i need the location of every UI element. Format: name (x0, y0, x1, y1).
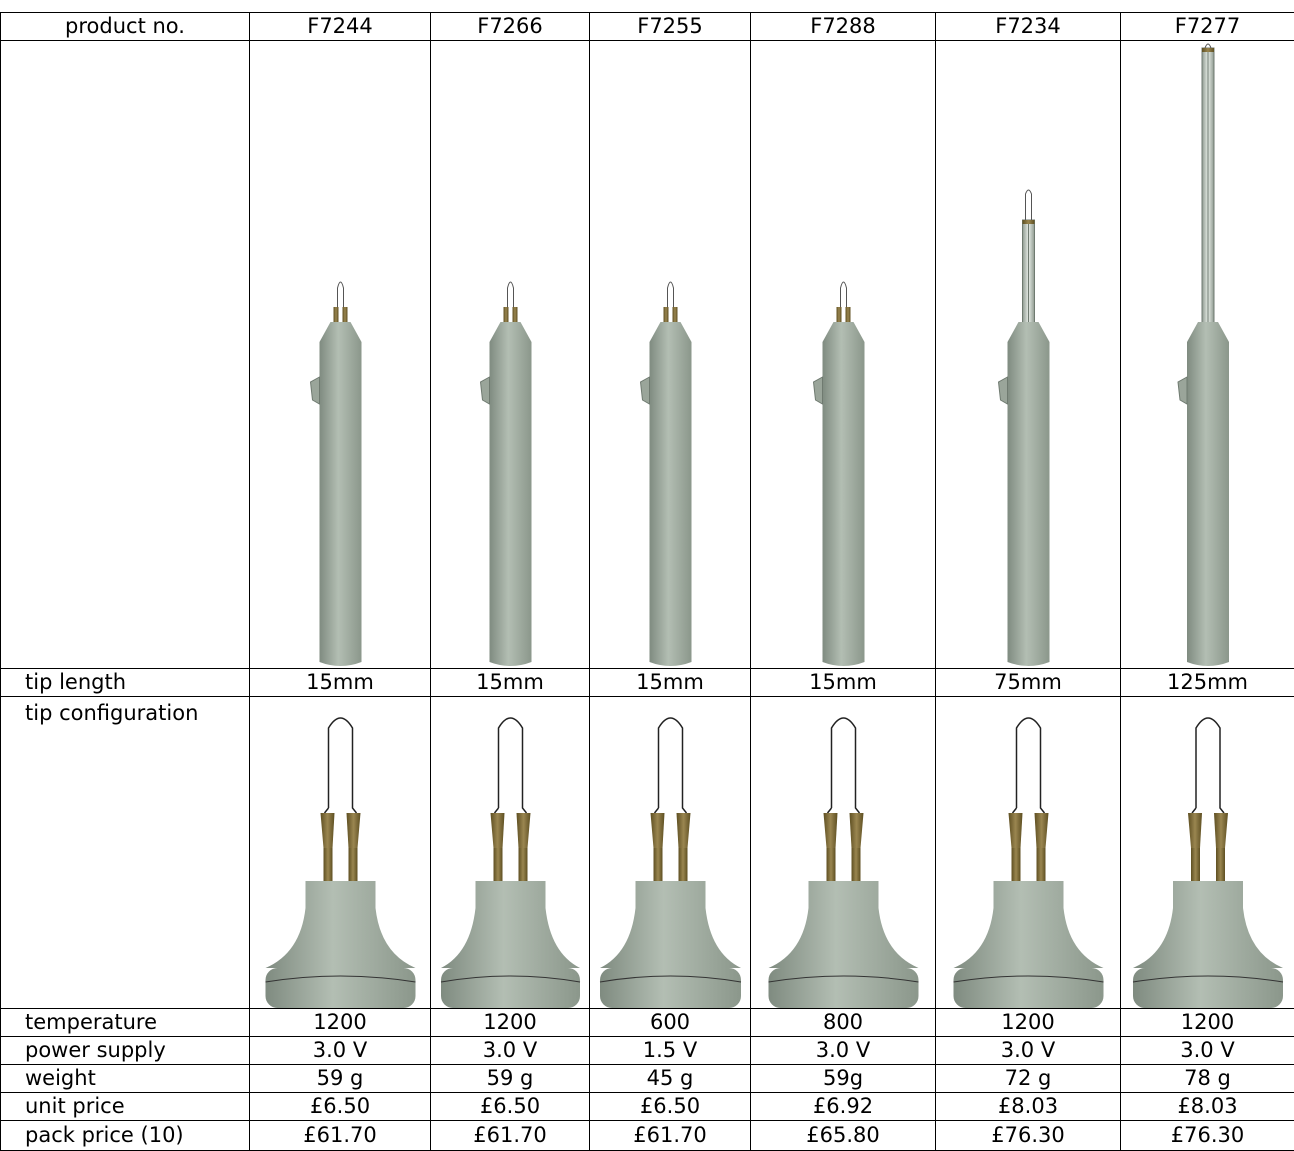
tip-image (250, 698, 431, 1008)
spec-row: pack price (10)£61.70£61.70£61.70£65.80£… (1, 1121, 1294, 1151)
image-cell (250, 41, 431, 669)
row-label: power supply (1, 1037, 250, 1065)
cell: 75mm (936, 669, 1121, 697)
cell: £61.70 (250, 1121, 431, 1151)
cell: £8.03 (1121, 1093, 1294, 1121)
cell: £6.92 (751, 1093, 936, 1121)
cell: 15mm (431, 669, 590, 697)
cell: 3.0 V (250, 1037, 431, 1065)
cell: £76.30 (1121, 1121, 1294, 1151)
cell: 15mm (751, 669, 936, 697)
cell: £8.03 (936, 1093, 1121, 1121)
row-label: temperature (1, 1009, 250, 1037)
spec-row: unit price£6.50£6.50£6.50£6.92£8.03£8.03 (1, 1093, 1294, 1121)
tip-image (751, 698, 936, 1008)
cell: 1200 (250, 1009, 431, 1037)
pen-image (250, 42, 431, 668)
pen-image (936, 42, 1121, 668)
pen-image (1121, 42, 1294, 668)
image-cell (936, 41, 1121, 669)
cell: 3.0 V (751, 1037, 936, 1065)
header-cell: F7288 (751, 13, 936, 41)
image-cell (1121, 41, 1294, 669)
tip-image-cell (431, 697, 590, 1009)
cell: 1200 (431, 1009, 590, 1037)
tip-image-cell (250, 697, 431, 1009)
cell: 59g (751, 1065, 936, 1093)
tip-configuration-row: tip configuration (1, 697, 1294, 1009)
cell: 3.0 V (1121, 1037, 1294, 1065)
cell: 15mm (590, 669, 751, 697)
cell: 59 g (431, 1065, 590, 1093)
tip-image (1121, 698, 1294, 1008)
row-label: tip configuration (1, 697, 250, 1009)
row-label: weight (1, 1065, 250, 1093)
row-label: tip length (1, 669, 250, 697)
header-cell: F7234 (936, 13, 1121, 41)
pen-image (431, 42, 590, 668)
cell: 1200 (936, 1009, 1121, 1037)
header-cell: F7255 (590, 13, 751, 41)
tip-image-cell (751, 697, 936, 1009)
header-cell: F7244 (250, 13, 431, 41)
cell: £61.70 (590, 1121, 751, 1151)
tip-image (936, 698, 1121, 1008)
cell: £65.80 (751, 1121, 936, 1151)
cell: 59 g (250, 1065, 431, 1093)
cell: £6.50 (250, 1093, 431, 1121)
cell: £6.50 (590, 1093, 751, 1121)
cell: 3.0 V (431, 1037, 590, 1065)
cell: 72 g (936, 1065, 1121, 1093)
tip-image (590, 698, 751, 1008)
row-label: unit price (1, 1093, 250, 1121)
image-cell (431, 41, 590, 669)
empty-cell (1, 41, 250, 669)
cell: 800 (751, 1009, 936, 1037)
header-label: product no. (1, 13, 250, 41)
cell: £61.70 (431, 1121, 590, 1151)
cell: 3.0 V (936, 1037, 1121, 1065)
pen-image (751, 42, 936, 668)
tip-image-cell (936, 697, 1121, 1009)
image-cell (590, 41, 751, 669)
row-label: pack price (10) (1, 1121, 250, 1151)
image-cell (751, 41, 936, 669)
tip-image-cell (590, 697, 751, 1009)
cell: 125mm (1121, 669, 1294, 697)
tip-image-cell (1121, 697, 1294, 1009)
cell: £76.30 (936, 1121, 1121, 1151)
cell: 1.5 V (590, 1037, 751, 1065)
tip-image (431, 698, 590, 1008)
cell: 78 g (1121, 1065, 1294, 1093)
header-cell: F7277 (1121, 13, 1294, 41)
cell: 1200 (1121, 1009, 1294, 1037)
cell: £6.50 (431, 1093, 590, 1121)
cell: 45 g (590, 1065, 751, 1093)
cell: 15mm (250, 669, 431, 697)
image-row (1, 41, 1294, 669)
header-cell: F7266 (431, 13, 590, 41)
cell: 600 (590, 1009, 751, 1037)
page: product no.F7244F7266F7255F7288F7234F727… (0, 0, 1294, 1150)
pen-image (590, 42, 751, 668)
